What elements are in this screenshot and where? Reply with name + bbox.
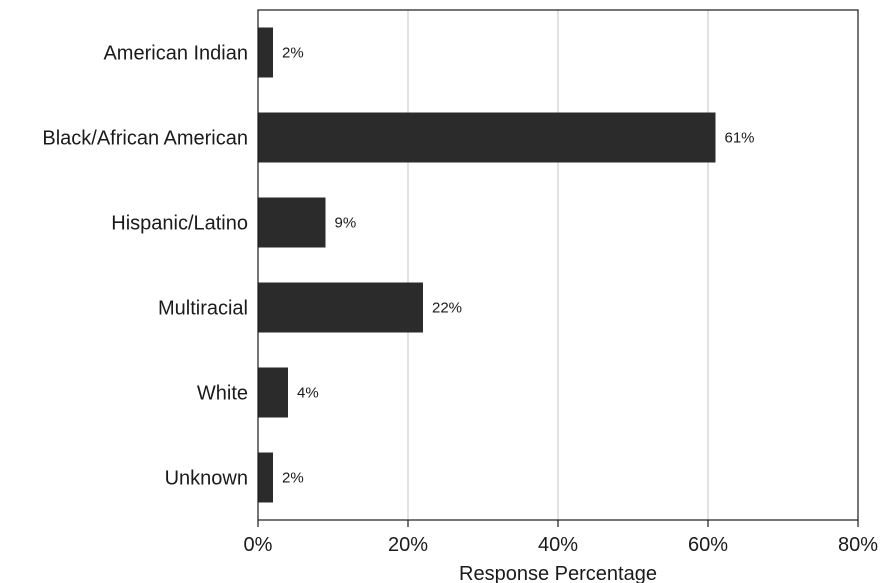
x-tick-label: 80%: [838, 534, 878, 556]
bar: [258, 367, 288, 418]
data-label: 4%: [297, 385, 319, 402]
category-label: American Indian: [103, 43, 248, 65]
x-axis-ticks: 0% 20% 40% 60% 80%: [244, 520, 878, 556]
category-label: White: [197, 383, 248, 405]
data-labels: 2% 61% 9% 22% 4% 2%: [282, 45, 755, 487]
data-label: 2%: [282, 45, 304, 62]
data-label: 2%: [282, 470, 304, 487]
category-labels: American Indian Black/African American His…: [42, 43, 248, 490]
bars: [258, 27, 716, 503]
bar: [258, 112, 716, 163]
x-tick-label: 40%: [538, 534, 578, 556]
bar: [258, 197, 326, 248]
category-label: Multiracial: [158, 298, 248, 320]
data-label: 22%: [432, 300, 462, 317]
category-label: Hispanic/Latino: [111, 213, 248, 235]
data-label: 9%: [335, 215, 357, 232]
data-label: 61%: [725, 130, 755, 147]
bar: [258, 27, 273, 78]
x-axis-title: Response Percentage: [459, 563, 657, 583]
x-tick-label: 0%: [244, 534, 273, 556]
x-tick-label: 60%: [688, 534, 728, 556]
bar: [258, 282, 423, 333]
category-label: Black/African American: [42, 128, 248, 150]
bar: [258, 452, 273, 503]
x-tick-label: 20%: [388, 534, 428, 556]
category-label: Unknown: [165, 468, 248, 490]
gridlines: [407, 10, 709, 520]
